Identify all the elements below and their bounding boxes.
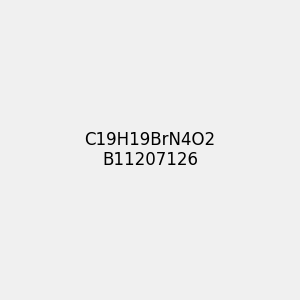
Text: C19H19BrN4O2
B11207126: C19H19BrN4O2 B11207126 xyxy=(84,130,216,170)
